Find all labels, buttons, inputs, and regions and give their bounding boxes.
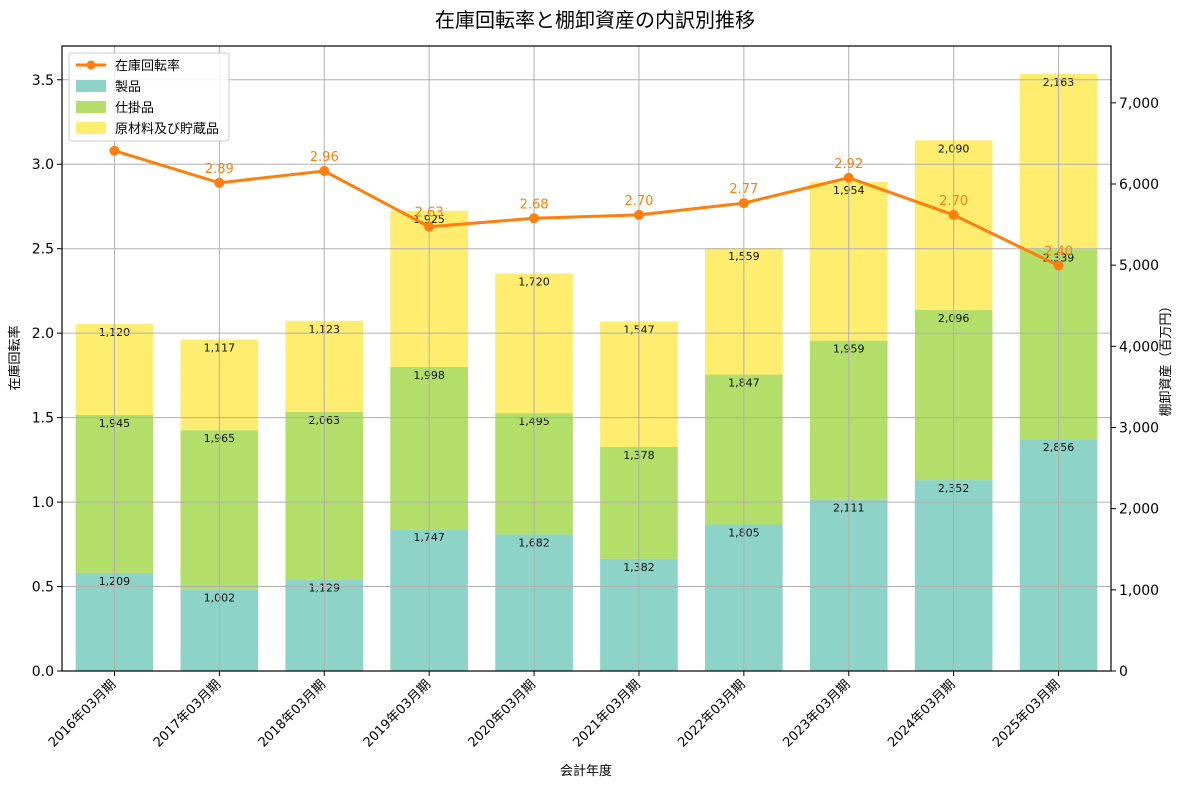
turnover-value-label: 2.96 <box>310 150 339 165</box>
legend-swatch <box>76 80 106 92</box>
y-left-tick-label: 2.5 <box>32 242 54 258</box>
turnover-value-label: 2.89 <box>205 162 234 177</box>
y-right-tick-label: 3,000 <box>1119 420 1159 436</box>
y-right-tick-label: 0 <box>1119 664 1128 680</box>
y-axis-right-label: 棚卸資産（百万円） <box>1158 299 1174 416</box>
y-left-tick-label: 0.5 <box>32 580 54 596</box>
turnover-value-label: 2.40 <box>1044 245 1073 260</box>
y-left-tick-label: 3.0 <box>32 157 54 173</box>
legend-box <box>68 52 230 142</box>
legend-label: 在庫回転率 <box>115 58 180 74</box>
y-left-tick-label: 3.5 <box>32 73 54 89</box>
legend-label: 原材料及び貯蔵品 <box>115 122 219 137</box>
legend-marker <box>86 60 96 70</box>
legend-label: 仕掛品 <box>115 101 154 116</box>
y-right-tick-label: 4,000 <box>1119 339 1159 355</box>
turnover-point <box>1053 260 1064 271</box>
turnover-value-label: 2.68 <box>520 197 549 212</box>
y-left-tick-label: 1.5 <box>32 411 54 427</box>
y-axis-left-label: 在庫回転率 <box>7 325 23 390</box>
x-tick-label: 2021年03月期 <box>570 677 643 750</box>
y-right-tick-label: 5,000 <box>1119 258 1159 274</box>
turnover-point <box>529 213 540 224</box>
x-tick-label: 2023年03月期 <box>780 677 853 750</box>
turnover-point <box>319 166 330 176</box>
turnover-line <box>114 149 1060 267</box>
line-layer: 2.89 2.96 2.63 2.68 2.70 2.77 2.92 2.70 2.40 <box>109 145 1073 271</box>
x-tick-label: 2025年03月期 <box>990 677 1063 750</box>
turnover-value-label: 2.70 <box>624 194 653 209</box>
y-right-tick-label: 7,000 <box>1119 96 1159 112</box>
y-left-tick-label: 1.0 <box>32 495 54 511</box>
x-tick-label: 2019年03月期 <box>361 677 434 750</box>
y-left-tick-label: 2.0 <box>32 326 54 342</box>
turnover-value-label: 2.63 <box>415 206 444 221</box>
turnover-point <box>738 198 749 209</box>
legend-swatch <box>76 101 106 113</box>
turnover-value-label: 2.70 <box>939 194 968 209</box>
turnover-value-label: 2.92 <box>834 157 863 172</box>
legend-label: 製品 <box>115 80 141 95</box>
x-tick-label: 2020年03月期 <box>466 677 539 750</box>
turnover-value-label: 2.77 <box>729 182 758 197</box>
turnover-point <box>948 209 959 220</box>
y-left-tick-label: 0.0 <box>32 664 54 680</box>
x-axis-label: 会計年度 <box>560 763 612 779</box>
x-tick-label: 2017年03月期 <box>151 677 224 750</box>
turnover-point <box>109 145 120 156</box>
turnover-point <box>424 221 435 232</box>
turnover-point <box>633 209 644 220</box>
y-right-tick-label: 6,000 <box>1119 177 1159 193</box>
x-tick-label: 2022年03月期 <box>675 677 748 750</box>
x-tick-label: 2016年03月期 <box>46 677 119 750</box>
chart-title: 在庫回転率と棚卸資産の内訳別推移 <box>435 8 755 32</box>
turnover-point <box>214 177 225 188</box>
plot-frame <box>61 45 1112 672</box>
x-tick-label: 2018年03月期 <box>256 677 329 750</box>
legend-swatch <box>76 122 106 134</box>
y-right-tick-label: 1,000 <box>1119 583 1159 599</box>
x-tick-label: 2024年03月期 <box>885 677 958 750</box>
y-right-tick-label: 2,000 <box>1119 502 1159 518</box>
turnover-point <box>843 172 854 183</box>
